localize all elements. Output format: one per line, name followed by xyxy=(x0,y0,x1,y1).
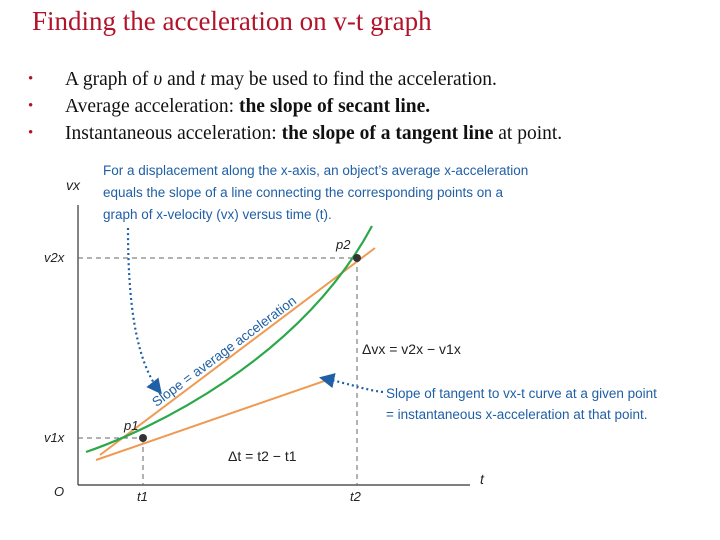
bullet-emphasis: the slope of secant line. xyxy=(238,96,431,117)
bullet-text: Average acceleration: xyxy=(65,96,239,117)
tangent-caption-line-1: Slope of tangent to vx-t curve at a give… xyxy=(386,386,657,401)
bullet-item: • A graph of υ and t may be used to find … xyxy=(28,66,562,93)
bullet-text: and xyxy=(162,69,201,90)
caption-line-3: graph of x-velocity (vx) versus time (t)… xyxy=(103,207,332,222)
figure-caption: For a displacement along the x-axis, an … xyxy=(103,163,532,222)
bullet-icon: • xyxy=(28,125,34,141)
secant-slope-label: Slope = average acceleration xyxy=(149,293,299,410)
v1x-tick-label: v1x xyxy=(44,430,65,445)
bullet-symbol-t: t xyxy=(200,69,206,90)
tangent-arrow xyxy=(318,373,384,394)
secant-line xyxy=(99,247,376,456)
bullet-emphasis: the slope of a tangent line xyxy=(281,123,494,144)
bullet-icon: • xyxy=(28,98,34,114)
p2-label: p2 xyxy=(335,237,351,252)
bullet-item: • Instantaneous acceleration: the slope o… xyxy=(28,120,562,147)
tangent-caption: Slope of tangent to vx-t curve at a give… xyxy=(386,386,661,422)
point-p1 xyxy=(139,434,147,442)
caption-line-1: For a displacement along the x-axis, an … xyxy=(103,163,528,178)
tangent-caption-line-2: = instantaneous x-acceleration at that p… xyxy=(386,407,648,422)
slide-title: Finding the acceleration on v-t graph xyxy=(32,6,432,36)
t2-tick-label: t2 xyxy=(350,489,362,504)
tangent-line xyxy=(95,377,334,461)
v2x-tick-label: v2x xyxy=(44,250,65,265)
t1-tick-label: t1 xyxy=(137,489,148,504)
p1-label: p1 xyxy=(123,418,138,433)
bullet-text: at point. xyxy=(493,123,563,144)
bullet-text: may be used to find the acceleration. xyxy=(205,69,497,90)
caption-arrow xyxy=(126,227,162,395)
bullet-text: A graph of xyxy=(65,69,154,90)
bullet-item: • Average acceleration: the slope of seca… xyxy=(28,93,562,120)
bullet-symbol-v: υ xyxy=(153,69,163,90)
secant-slope-text: Slope = average acceleration xyxy=(149,293,299,410)
vt-curve xyxy=(85,225,373,454)
origin-label: O xyxy=(54,484,64,499)
delta-v-label: Δvx = v2x − v1x xyxy=(362,341,461,357)
caption-line-2: equals the slope of a line connecting th… xyxy=(103,185,504,200)
bullet-list: • A graph of υ and t may be used to find … xyxy=(28,66,562,147)
y-axis-label: vx xyxy=(66,177,81,193)
bullet-icon: • xyxy=(28,71,34,87)
point-p2 xyxy=(353,254,361,262)
x-axis-label: t xyxy=(480,471,485,487)
delta-t-label: Δt = t2 − t1 xyxy=(228,448,297,464)
bullet-text: Instantaneous acceleration: xyxy=(65,123,282,144)
